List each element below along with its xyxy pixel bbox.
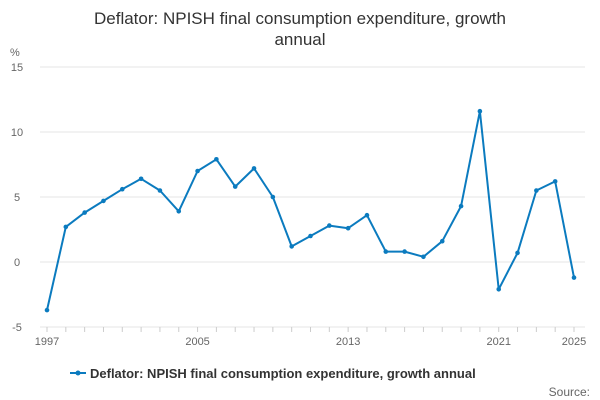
data-point[interactable] <box>195 168 200 174</box>
legend-entry: Deflator: NPISH final consumption expend… <box>90 366 476 381</box>
data-point[interactable] <box>232 184 238 189</box>
y-tick-label: 15 <box>11 62 23 74</box>
data-point[interactable] <box>63 224 69 230</box>
y-tick-label: -5 <box>12 322 22 334</box>
data-point[interactable] <box>101 198 106 204</box>
data-point[interactable] <box>119 186 125 192</box>
legend[interactable]: Deflator: NPISH final consumption expend… <box>70 366 476 381</box>
data-point[interactable] <box>458 203 464 209</box>
data-point[interactable] <box>383 249 389 254</box>
chart-title-line2: annual <box>274 30 325 49</box>
data-point[interactable] <box>515 250 520 256</box>
x-tick-label: 2025 <box>562 336 586 348</box>
data-point[interactable] <box>308 233 313 239</box>
data-point[interactable] <box>214 157 219 162</box>
data-point[interactable] <box>345 225 351 231</box>
chart-title-line1: Deflator: NPISH final consumption expend… <box>94 9 506 28</box>
x-tick-label: 2005 <box>185 336 209 348</box>
y-tick-label: 10 <box>11 127 23 139</box>
data-point[interactable] <box>571 275 577 280</box>
x-axis-ticks: 1997 2005 2013 2021 2025 <box>35 327 586 348</box>
x-tick-label: 2021 <box>486 336 510 348</box>
data-point[interactable] <box>157 188 163 193</box>
legend-point-marker <box>75 370 81 376</box>
data-point[interactable] <box>270 194 276 200</box>
data-point[interactable] <box>364 212 370 218</box>
y-tick-label: 0 <box>14 257 20 269</box>
data-point[interactable] <box>138 176 144 182</box>
data-point[interactable] <box>534 188 539 193</box>
series-line <box>46 110 575 311</box>
data-point[interactable] <box>496 287 502 292</box>
data-point[interactable] <box>251 166 257 171</box>
data-point[interactable] <box>44 307 50 313</box>
series-line-group <box>44 108 577 313</box>
x-tick-label: 2013 <box>336 336 360 348</box>
data-point[interactable] <box>82 210 87 215</box>
data-point[interactable] <box>176 209 182 214</box>
data-point[interactable] <box>402 249 407 254</box>
grid-lines <box>40 66 585 328</box>
data-point[interactable] <box>477 108 483 114</box>
y-axis-label: % <box>10 47 20 59</box>
data-point[interactable] <box>439 238 445 244</box>
y-tick-label: 5 <box>14 192 20 204</box>
x-tick-label: 1997 <box>35 336 59 348</box>
data-point[interactable] <box>289 244 294 249</box>
data-point[interactable] <box>421 254 426 260</box>
y-axis-ticks: -5 0 5 10 15 <box>11 62 23 334</box>
data-point[interactable] <box>327 223 332 228</box>
source-label[interactable]: Source: <box>549 385 590 399</box>
data-point[interactable] <box>552 179 558 184</box>
